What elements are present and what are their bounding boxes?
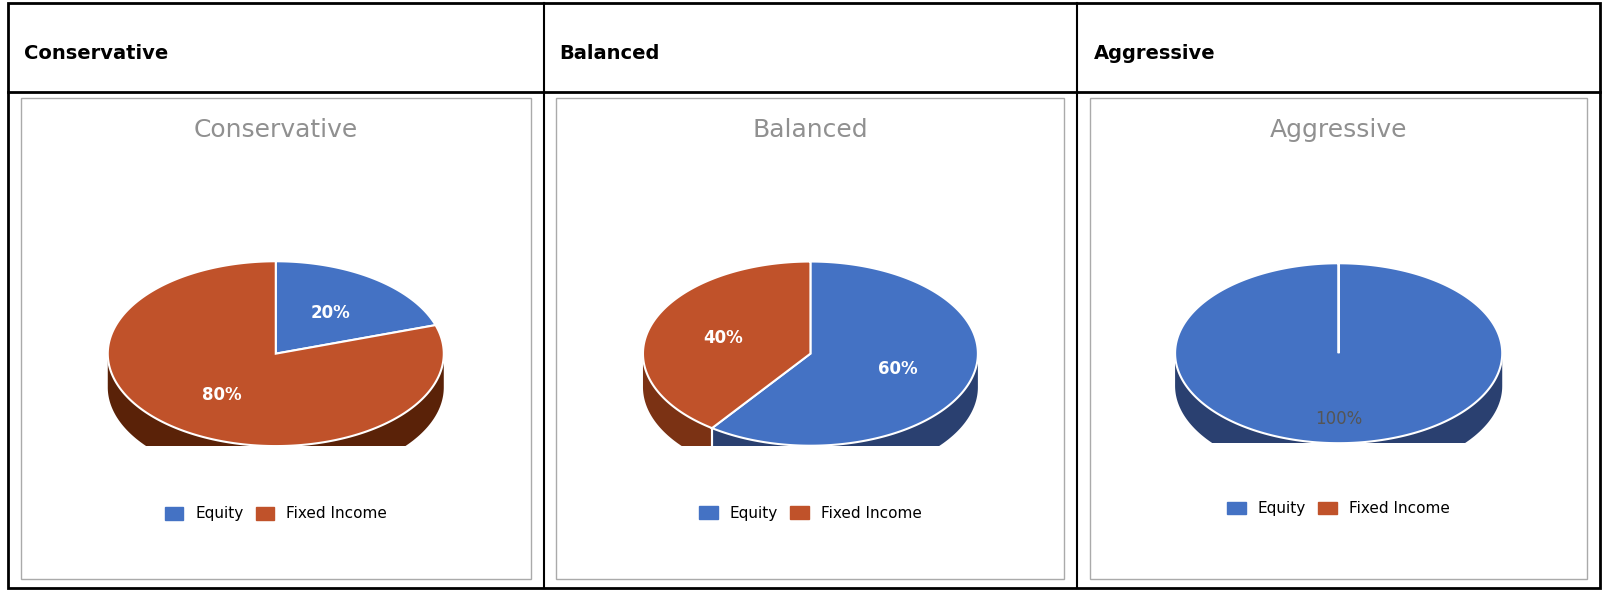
Polygon shape [1175,353,1501,476]
Text: Balanced: Balanced [752,118,868,142]
Polygon shape [276,261,435,353]
Legend: Equity, Fixed Income: Equity, Fixed Income [164,506,387,521]
Ellipse shape [1175,296,1501,476]
Text: 100%: 100% [1315,411,1361,428]
Text: Conservative: Conservative [24,44,169,63]
Polygon shape [643,353,712,462]
Text: Aggressive: Aggressive [1093,44,1215,63]
Text: 80%: 80% [201,386,241,404]
Polygon shape [712,354,977,479]
Polygon shape [108,354,444,480]
Text: 40%: 40% [702,329,742,347]
Polygon shape [108,261,444,446]
Text: Conservative: Conservative [193,118,358,142]
Text: 20%: 20% [310,304,350,322]
Text: 60%: 60% [877,361,918,378]
Ellipse shape [108,295,444,480]
Legend: Equity, Fixed Income: Equity, Fixed Income [1226,501,1450,517]
Polygon shape [1175,263,1501,443]
Polygon shape [712,261,977,446]
Ellipse shape [643,295,977,479]
Legend: Equity, Fixed Income: Equity, Fixed Income [699,506,921,521]
Text: Balanced: Balanced [559,44,659,63]
Polygon shape [643,261,810,428]
Text: Aggressive: Aggressive [1270,118,1406,142]
